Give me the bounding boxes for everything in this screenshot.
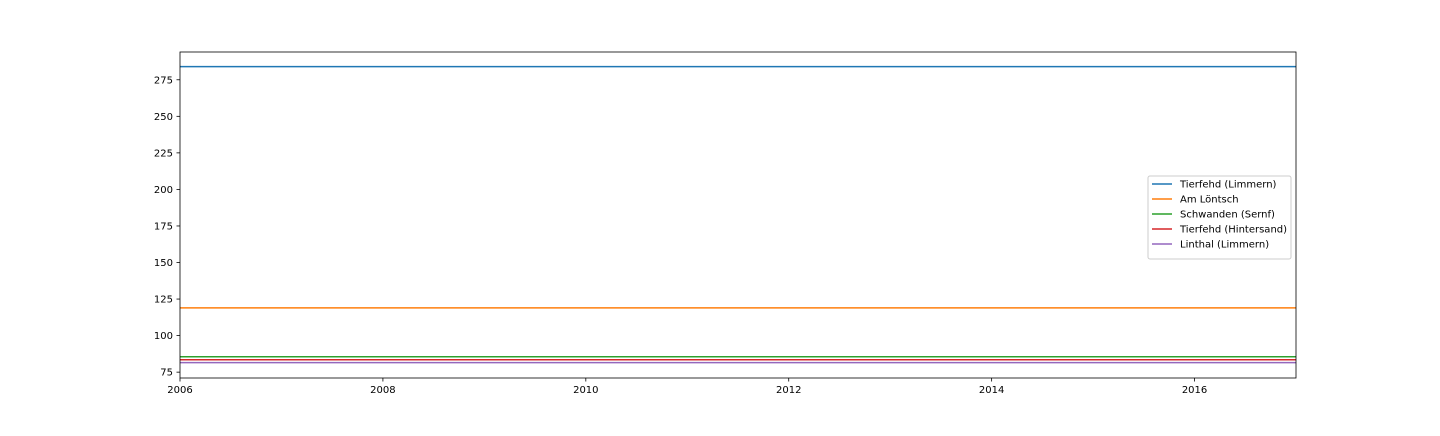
legend-label: Linthal (Limmern) (1180, 240, 1269, 251)
x-tick-label: 2008 (370, 385, 395, 396)
legend: Tierfehd (Limmern) Am Löntsch Schwanden (S… (1147, 175, 1292, 260)
legend-label: Schwanden (Sernf) (1180, 210, 1275, 221)
y-tick-label: 75 (160, 368, 173, 379)
y-tick-label: 275 (154, 75, 173, 86)
y-tick-label: 125 (154, 295, 173, 306)
x-tick-label: 2010 (573, 385, 598, 396)
x-tick-label: 2006 (167, 385, 192, 396)
y-tick-label: 175 (154, 221, 173, 232)
y-tick-label: 225 (154, 148, 173, 159)
x-tick-label: 2016 (1182, 385, 1207, 396)
y-tick-label: 250 (154, 112, 173, 123)
y-tick-label: 150 (154, 258, 173, 269)
axes: 2006 2008 2010 2012 2014 2016 75 100 125 150 175 20… (154, 51, 1297, 396)
x-tick-label: 2014 (979, 385, 1004, 396)
legend-box (1147, 175, 1292, 260)
legend-label: Tierfehd (Hintersand) (1179, 225, 1287, 236)
series-lines (180, 65, 1296, 364)
legend-label: Am Löntsch (1180, 195, 1239, 206)
y-tick-label: 200 (154, 185, 173, 196)
plot-frame (179, 51, 1297, 379)
legend-label: Tierfehd (Limmern) (1179, 180, 1277, 191)
y-tick-label: 100 (154, 331, 173, 342)
plot-area (180, 65, 1296, 364)
x-tick-label: 2012 (776, 385, 801, 396)
